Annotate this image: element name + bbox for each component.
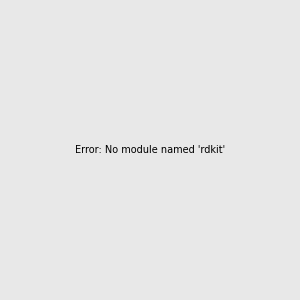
Text: Error: No module named 'rdkit': Error: No module named 'rdkit' — [75, 145, 225, 155]
